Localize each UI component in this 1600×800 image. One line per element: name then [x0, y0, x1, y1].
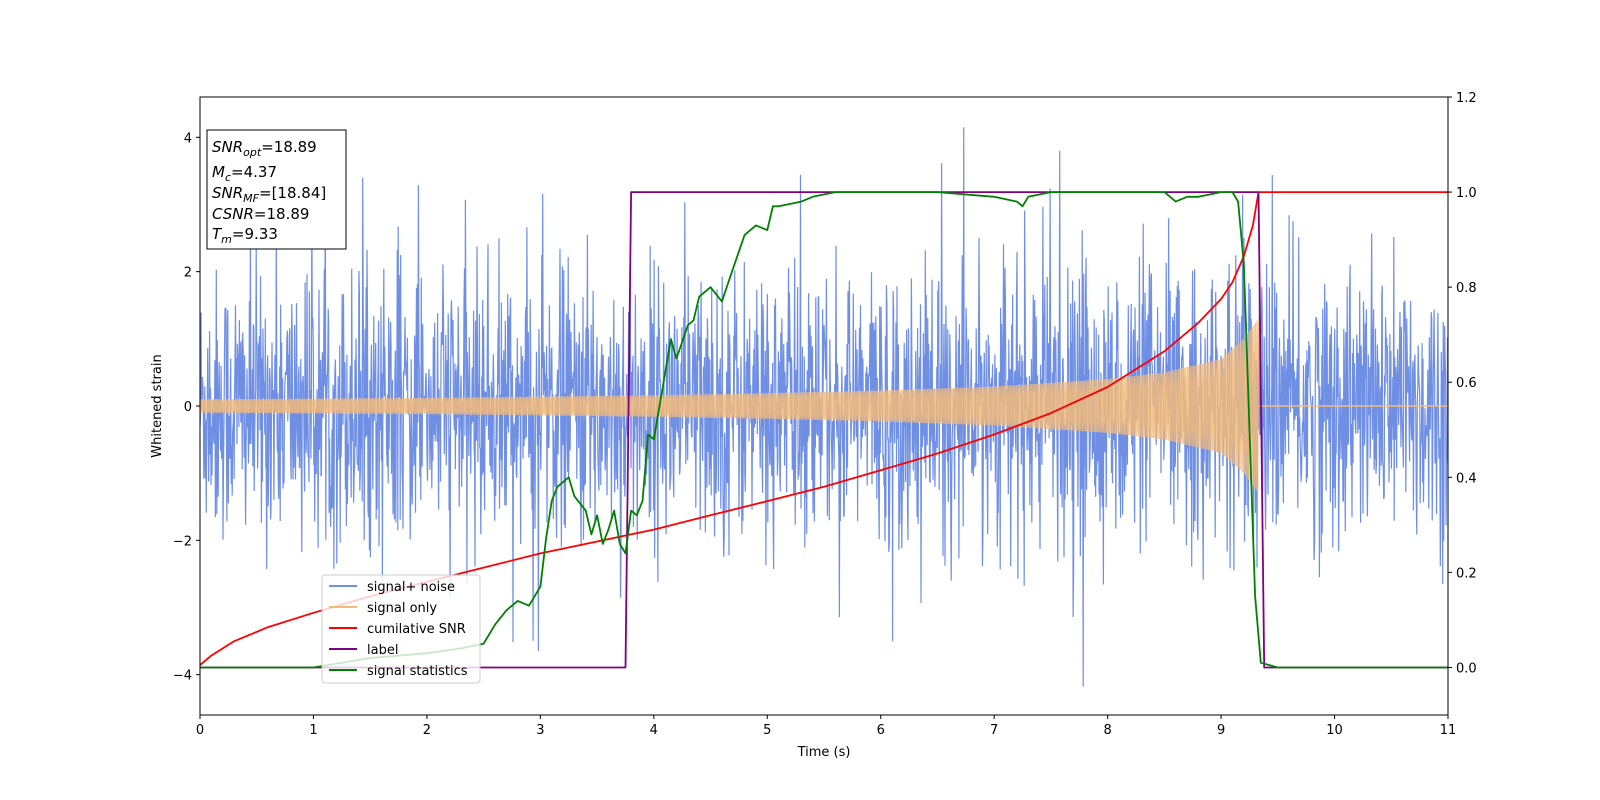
x-tick-label: 5 — [763, 723, 771, 738]
legend-label: label — [367, 643, 398, 658]
annotation-line-tm: Tm=9.33 — [212, 225, 278, 246]
annotation-value: =18.89 — [261, 138, 317, 156]
annotation-sub: MF — [243, 192, 259, 205]
x-tick-label: 1 — [309, 723, 317, 738]
annotation-base: SNR — [212, 138, 243, 156]
annotation-sub: c — [225, 171, 231, 184]
annotation-frame — [206, 129, 347, 250]
x-tick-label: 8 — [1103, 723, 1111, 738]
annotation-value: =9.33 — [232, 225, 278, 243]
annotation-base: T — [212, 225, 223, 243]
annotation-base: CSNR — [212, 205, 254, 223]
legend-item-label: label — [329, 643, 398, 658]
y-right-tick-label: 0.2 — [1456, 566, 1477, 581]
annotation-line-snr-opt: SNRopt=18.89 — [212, 138, 317, 159]
y-right-tick-label: 0.8 — [1456, 281, 1477, 296]
annotation-sub: m — [221, 233, 232, 246]
annotation-base: SNR — [212, 184, 243, 202]
axes-layer: 0 1 2 3 4 5 6 7 8 9 10 11 −4 −2 0 2 4 0.0 0.2 0.4 0.6 0.8 1.0 1… — [173, 91, 1477, 738]
series-signal-only-line — [200, 318, 1260, 493]
legend-item-cumulative-snr: cumilative SNR — [329, 622, 466, 637]
x-tick-label: 2 — [423, 723, 431, 738]
annotation-box: SNRopt=18.89 Mc=4.37 SNRMF=[18.84] CSNR=… — [206, 129, 347, 250]
y-axis-label: Whitened strain — [150, 354, 165, 457]
x-tick-label: 0 — [196, 723, 204, 738]
legend-label: signal only — [367, 601, 437, 616]
y-right-tick-label: 0.6 — [1456, 376, 1477, 391]
x-tick-label: 9 — [1217, 723, 1225, 738]
x-tick-label: 4 — [650, 723, 658, 738]
legend-label: signal+ noise — [367, 580, 455, 595]
annotation-sub: opt — [243, 146, 262, 159]
x-tick-label: 11 — [1440, 723, 1457, 738]
legend-item-signal-statistics: signal statistics — [329, 664, 468, 679]
y-tick-label: 0 — [184, 400, 192, 415]
y-right-tick-label: 1.2 — [1456, 91, 1477, 106]
x-tick-label: 10 — [1326, 723, 1343, 738]
legend-item-signal-noise: signal+ noise — [329, 580, 455, 595]
series-signal-statistics-line — [200, 191, 1448, 669]
x-tick-label: 7 — [990, 723, 998, 738]
y-right-tick-label: 0.0 — [1456, 661, 1477, 676]
y-tick-label: 2 — [184, 266, 192, 281]
legend-item-signal-only: signal only — [329, 601, 437, 616]
x-axis-label: Time (s) — [797, 745, 851, 760]
legend-label: signal statistics — [367, 664, 468, 679]
annotation-base: M — [212, 163, 225, 181]
y-tick-label: −4 — [173, 669, 192, 684]
y-right-tick-label: 0.4 — [1456, 471, 1477, 486]
annotation-value: =4.37 — [231, 163, 277, 181]
legend-frame — [321, 574, 481, 684]
x-tick-label: 3 — [536, 723, 544, 738]
x-tick-label: 6 — [877, 723, 885, 738]
annotation-line-csnr: CSNR=18.89 — [212, 205, 309, 223]
y-right-tick-label: 1.0 — [1456, 186, 1477, 201]
annotation-line-mc: Mc=4.37 — [212, 163, 277, 184]
annotation-value: =18.89 — [254, 205, 310, 223]
y-tick-label: −2 — [173, 534, 192, 549]
y-tick-label: 4 — [184, 131, 192, 146]
annotation-line-snr-mf: SNRMF=[18.84] — [212, 184, 326, 205]
legend-label: cumilative SNR — [367, 622, 466, 637]
annotation-value: =[18.84] — [259, 184, 326, 202]
legend: signal+ noise signal only cumilative SNR… — [321, 574, 481, 684]
